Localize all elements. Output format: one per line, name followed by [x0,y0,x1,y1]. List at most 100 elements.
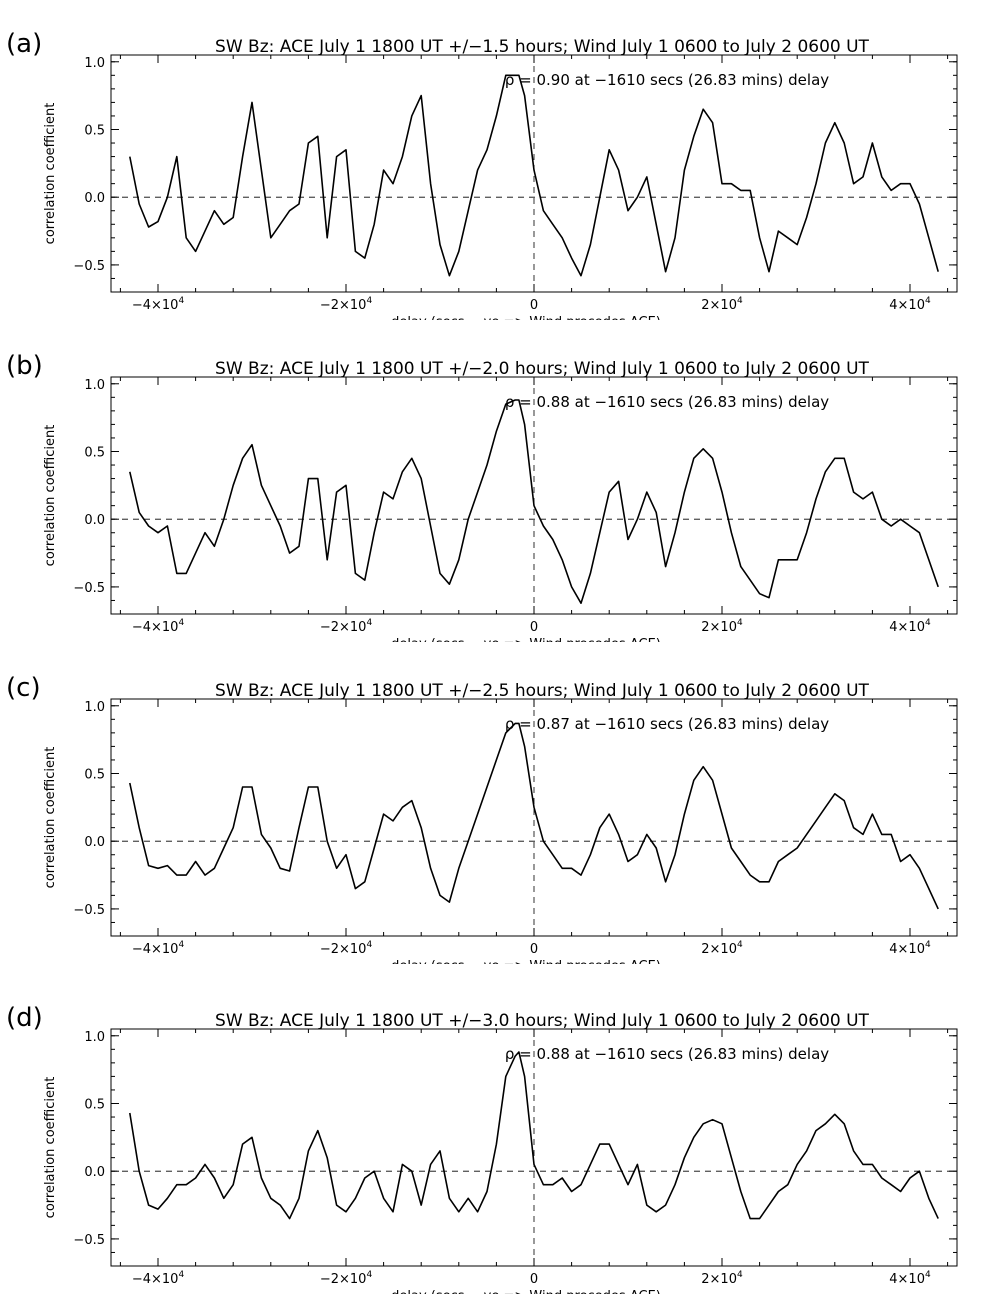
y-tick-label: 1.0 [84,378,105,393]
x-axis-label: delay (secs, −ve => Wind precedes ACE) [391,637,661,642]
x-tick-label: 0 [530,298,538,313]
panel-c: (c) SW Bz: ACE July 1 1800 UT +/−2.5 hour… [0,644,1000,964]
y-tick-label: −0.5 [73,1233,105,1248]
y-tick-label: 0.5 [84,1097,105,1112]
panel-label: (a) [6,29,42,59]
x-tick-exponent: 4 [178,618,184,628]
x-tick-label: 2×104 [701,1270,743,1287]
x-tick-base: −2×10 [320,942,367,957]
y-axis-label: correlation coefficient [43,425,58,567]
peak-annotation: ρ = 0.88 at −1610 secs (26.83 mins) dela… [505,393,829,411]
y-tick-label: −0.5 [73,581,105,596]
y-tick-label: 0.5 [84,445,105,460]
x-tick-base: −4×10 [132,1272,179,1287]
panel-b: (b) SW Bz: ACE July 1 1800 UT +/−2.0 hour… [0,322,1000,642]
x-tick-label: 0 [530,1272,538,1287]
x-tick-label: −2×104 [320,296,373,313]
x-tick-base: 2×10 [701,942,737,957]
x-tick-label: 2×104 [701,618,743,635]
x-tick-base: −2×10 [320,1272,367,1287]
x-tick-label: −4×104 [132,1270,185,1287]
x-tick-exponent: 4 [178,1270,184,1280]
y-tick-label: −0.5 [73,903,105,918]
x-tick-base: −4×10 [132,942,179,957]
chart-svg: (a) SW Bz: ACE July 1 1800 UT +/−1.5 hour… [6,29,958,320]
y-tick-label: 0.0 [84,1165,105,1180]
y-tick-label: 0.5 [84,767,105,782]
x-tick-label: −2×104 [320,618,373,635]
panel-a: (a) SW Bz: ACE July 1 1800 UT +/−1.5 hour… [0,0,1000,320]
x-axis-label: delay (secs, −ve => Wind precedes ACE) [391,1289,661,1294]
x-tick-base: 4×10 [889,1272,925,1287]
x-tick-base: 0 [530,942,538,957]
x-tick-label: 2×104 [701,940,743,957]
panel-label: (b) [6,351,43,381]
x-tick-exponent: 4 [737,296,743,306]
x-tick-exponent: 4 [178,296,184,306]
x-tick-base: 2×10 [701,298,737,313]
x-tick-exponent: 4 [178,940,184,950]
x-tick-label: −4×104 [132,296,185,313]
peak-annotation: ρ = 0.90 at −1610 secs (26.83 mins) dela… [505,71,829,89]
chart-title: SW Bz: ACE July 1 1800 UT +/−2.5 hours; … [215,681,870,701]
x-tick-exponent: 4 [925,1270,931,1280]
x-tick-exponent: 4 [366,618,372,628]
y-axis-label: correlation coefficient [43,103,58,245]
x-tick-exponent: 4 [925,940,931,950]
panel-d: (d) SW Bz: ACE July 1 1800 UT +/−3.0 hour… [0,974,1000,1294]
x-tick-label: 4×104 [889,1270,931,1287]
y-tick-label: 0.0 [84,191,105,206]
y-axis-label: correlation coefficient [43,747,58,889]
chart-svg: (d) SW Bz: ACE July 1 1800 UT +/−3.0 hour… [6,1003,958,1294]
y-tick-label: 1.0 [84,700,105,715]
x-axis-label: delay (secs, −ve => Wind precedes ACE) [391,315,661,320]
x-tick-exponent: 4 [366,296,372,306]
x-tick-exponent: 4 [737,1270,743,1280]
x-tick-exponent: 4 [925,618,931,628]
x-tick-label: 4×104 [889,940,931,957]
x-tick-exponent: 4 [925,296,931,306]
x-axis-label: delay (secs, −ve => Wind precedes ACE) [391,959,661,964]
chart-title: SW Bz: ACE July 1 1800 UT +/−3.0 hours; … [215,1011,870,1031]
x-tick-label: −2×104 [320,1270,373,1287]
chart-svg: (b) SW Bz: ACE July 1 1800 UT +/−2.0 hour… [6,351,958,642]
x-tick-exponent: 4 [737,940,743,950]
x-tick-base: 2×10 [701,1272,737,1287]
x-tick-base: 2×10 [701,620,737,635]
x-tick-base: −4×10 [132,620,179,635]
chart-title: SW Bz: ACE July 1 1800 UT +/−2.0 hours; … [215,359,870,379]
panel-label: (c) [6,673,41,703]
panel-label: (d) [6,1003,43,1033]
y-tick-label: 1.0 [84,56,105,71]
x-tick-base: 0 [530,1272,538,1287]
x-tick-exponent: 4 [366,940,372,950]
correlation-series-line [129,74,939,277]
x-tick-label: −4×104 [132,618,185,635]
y-tick-label: 0.0 [84,513,105,528]
x-tick-label: 0 [530,942,538,957]
x-tick-base: 4×10 [889,620,925,635]
peak-annotation: ρ = 0.88 at −1610 secs (26.83 mins) dela… [505,1045,829,1063]
y-tick-label: −0.5 [73,259,105,274]
correlation-series-line [129,722,939,910]
x-tick-base: 4×10 [889,298,925,313]
x-tick-label: 4×104 [889,296,931,313]
x-tick-label: 2×104 [701,296,743,313]
x-tick-base: 0 [530,298,538,313]
chart-svg: (c) SW Bz: ACE July 1 1800 UT +/−2.5 hour… [6,673,958,964]
y-tick-label: 0.5 [84,123,105,138]
chart-title: SW Bz: ACE July 1 1800 UT +/−1.5 hours; … [215,37,870,57]
x-tick-label: −4×104 [132,940,185,957]
x-tick-base: −4×10 [132,298,179,313]
x-tick-exponent: 4 [366,1270,372,1280]
x-tick-base: 4×10 [889,942,925,957]
y-tick-label: 1.0 [84,1030,105,1045]
x-tick-label: −2×104 [320,940,373,957]
peak-annotation: ρ = 0.87 at −1610 secs (26.83 mins) dela… [505,715,829,733]
x-tick-exponent: 4 [737,618,743,628]
x-tick-base: −2×10 [320,298,367,313]
x-tick-label: 4×104 [889,618,931,635]
x-tick-base: 0 [530,620,538,635]
y-tick-label: 0.0 [84,835,105,850]
y-axis-label: correlation coefficient [43,1077,58,1219]
